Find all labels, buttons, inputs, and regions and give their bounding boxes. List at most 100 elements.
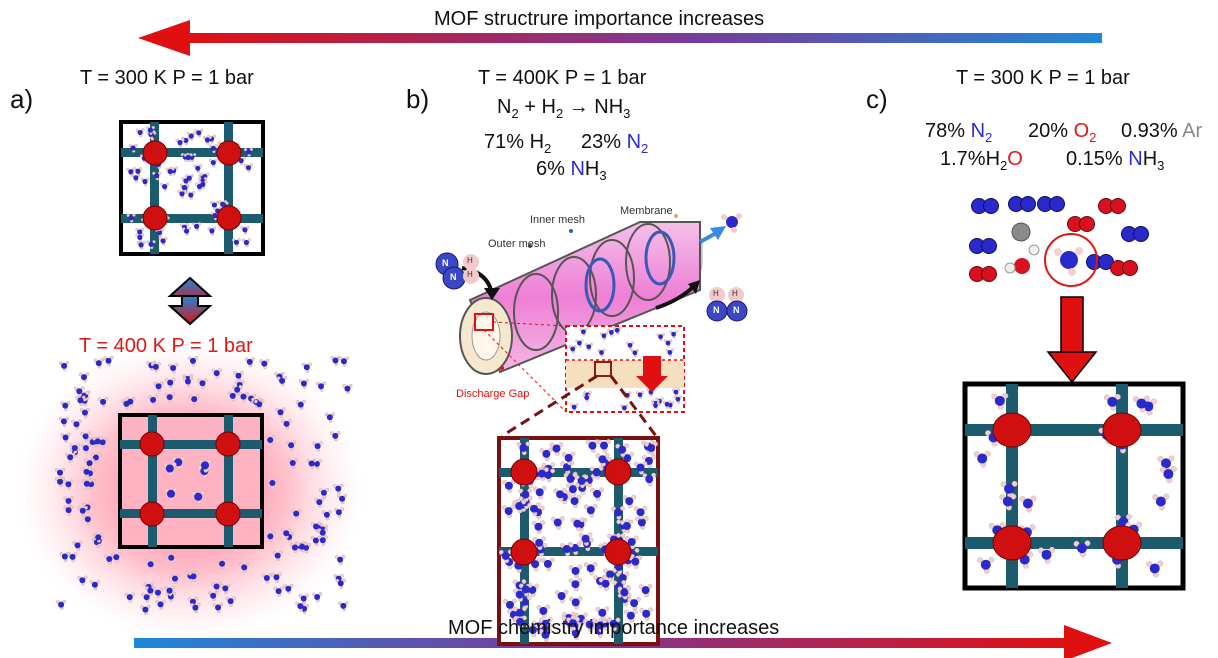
panel-c-comp-ar: 0.93% Ar: [1121, 120, 1203, 142]
nitrogen-atom: [537, 469, 546, 478]
nitrogen-atom: [585, 620, 594, 629]
panel-a-condition-top: T = 300 K P = 1 bar: [80, 67, 254, 89]
panel-b-comp-n2: 23% N2: [581, 131, 649, 156]
nitrogen-atom: [637, 392, 643, 398]
nitrogen-atom: [598, 608, 607, 617]
panel-c-comp-nh3: 0.15% NH3: [1066, 148, 1165, 173]
nitrogen-atom: [541, 630, 550, 639]
nitrogen-atom: [166, 394, 173, 401]
nitrogen-atom: [86, 460, 93, 467]
nitrogen-atom: [241, 564, 248, 571]
nitrogen-atom: [291, 544, 298, 551]
nitrogen-atom: [618, 445, 627, 454]
nitrogen-atom: [627, 537, 636, 546]
nitrogen-atom: [504, 507, 513, 516]
nitrogen-atom: [308, 460, 315, 467]
nitrogen-atom: [79, 577, 86, 584]
nitrogen-atom: [62, 402, 69, 409]
nitrogen-atom: [630, 599, 639, 608]
nitrogen-atom: [137, 129, 143, 136]
nitrogen-atom: [211, 202, 218, 208]
panel-b-condition: T = 400K P = 1 bar: [478, 67, 647, 89]
nitrogen-atom: [196, 130, 202, 136]
nitrogen-atom: [586, 344, 592, 350]
nitrogen-atom: [335, 485, 342, 492]
nitrogen-atom: [620, 588, 629, 597]
nitrogen-atom: [167, 379, 174, 386]
nitrogen-atom: [647, 443, 656, 452]
nitrogen-atom: [256, 401, 263, 408]
nitrogen-atom: [667, 350, 673, 355]
nitrogen-atom: [233, 239, 240, 245]
nitrogen-atom: [275, 588, 282, 595]
nitrogen-atom: [340, 602, 347, 609]
nitrogen-atom: [143, 594, 150, 601]
nitrogen-atom: [186, 175, 192, 181]
nitrogen-atom: [599, 350, 604, 355]
nitrogen-atom: [212, 212, 218, 219]
nitrogen-atom: [82, 445, 89, 452]
mof-cell-a-top: [119, 120, 265, 256]
nitrogen-atom: [571, 566, 580, 575]
nitrogen-atom: [636, 463, 645, 472]
nitrogen-atom: [319, 537, 326, 544]
nitrogen-atom: [1002, 496, 1013, 507]
nitrogen-atom: [626, 611, 635, 620]
nitrogen-atom: [544, 470, 553, 479]
nitrogen-atom: [73, 421, 80, 428]
nitrogen-atom: [126, 594, 133, 601]
nitrogen-atom: [155, 383, 162, 390]
nitrogen-atom: [553, 518, 562, 527]
plasma-reactor: [459, 214, 726, 413]
nitrogen-atom: [535, 488, 544, 497]
nitrogen-atom: [335, 509, 342, 516]
nitrogen-atom: [562, 545, 571, 554]
nitrogen-atom: [166, 587, 173, 594]
nitrogen-atom: [195, 165, 201, 171]
nitrogen-atom: [81, 374, 88, 381]
nitrogen-atom: [297, 603, 304, 610]
nitrogen-atom: [664, 401, 670, 407]
nitrogen-atom: [528, 585, 537, 594]
nitrogen-atom: [62, 434, 69, 441]
label-membrane: Membrane: [620, 205, 673, 217]
nitrogen-atom: [552, 444, 561, 453]
nitrogen-atom: [67, 454, 74, 461]
nitrogen-atom: [183, 178, 189, 184]
product-molecules: [706, 213, 748, 322]
nitrogen-atom: [601, 579, 610, 588]
nitrogen-atom: [337, 556, 344, 563]
discharge-zoom-inset: [565, 325, 685, 413]
nitrogen-atom: [71, 444, 78, 451]
nitrogen-atom: [137, 234, 143, 241]
nitrogen-atom: [598, 455, 607, 464]
nitrogen-atom: [504, 481, 513, 490]
nitrogen-atom: [128, 215, 134, 221]
nitrogen-atom: [614, 508, 623, 517]
nitrogen-atom: [300, 380, 307, 387]
nitrogen-atom: [531, 560, 540, 569]
nitrogen-atom: [645, 475, 654, 484]
nitrogen-atom: [65, 481, 72, 488]
nitrogen-atom: [142, 606, 149, 613]
nitrogen-atom: [320, 489, 327, 496]
nitrogen-atom: [150, 396, 157, 403]
nitrogen-atom: [1022, 498, 1033, 509]
nitrogen-atom: [95, 360, 102, 367]
nitrogen-atom: [608, 329, 614, 335]
nitrogen-atom: [156, 229, 163, 236]
nitrogen-atom: [515, 502, 524, 511]
nitrogen-atom: [632, 350, 638, 356]
panel-b-comp-h2: 71% H2: [484, 131, 552, 156]
nitrogen-atom: [269, 480, 276, 487]
nitrogen-atom: [618, 573, 627, 582]
nitrogen-atom: [332, 357, 339, 364]
nitrogen-atom: [1155, 496, 1166, 507]
panel-b-letter: b): [406, 84, 430, 114]
nitrogen-atom: [519, 443, 528, 452]
nitrogen-atom: [194, 492, 203, 501]
nitrogen-atom: [642, 609, 651, 618]
nitrogen-atom: [185, 154, 191, 160]
nitrogen-atom: [220, 201, 226, 207]
nitrogen-atom: [1041, 549, 1052, 560]
